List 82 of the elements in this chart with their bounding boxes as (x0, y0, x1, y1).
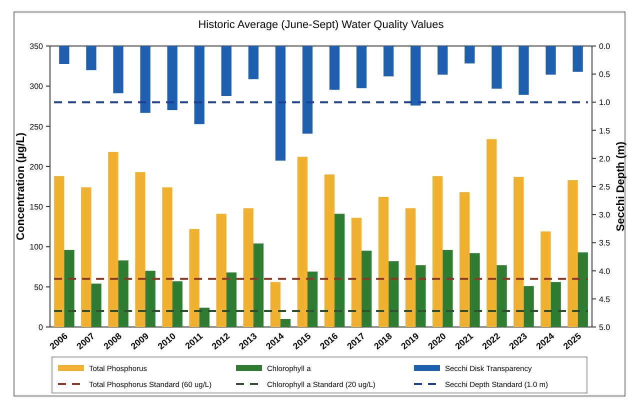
bar (410, 46, 421, 106)
y-axis-title: Concentration (µg/L) (15, 132, 27, 240)
chart-title: Historic Average (June-Sept) Water Quality Values (198, 19, 444, 31)
bar (384, 46, 394, 76)
bar (351, 218, 362, 327)
bar (496, 265, 507, 327)
bar (550, 282, 561, 327)
bar (81, 187, 92, 327)
bar (216, 214, 226, 327)
bar (253, 244, 264, 327)
bar (280, 318, 291, 327)
bar (442, 250, 453, 327)
bar (334, 214, 345, 327)
bar (432, 176, 443, 327)
y2-tick-label: 0.0 (599, 42, 611, 51)
bar (540, 231, 551, 327)
bar (145, 270, 156, 327)
bar (568, 180, 578, 327)
bar (194, 46, 204, 124)
bar (492, 46, 502, 89)
y-tick-label: 350 (30, 42, 44, 51)
bar (438, 46, 448, 75)
y-tick-label: 250 (30, 122, 44, 132)
bar (546, 46, 556, 75)
bar (302, 46, 313, 134)
bar (388, 261, 399, 327)
bar (275, 46, 286, 161)
bar (460, 192, 470, 327)
bar (518, 46, 529, 95)
y-tick-label: 100 (30, 242, 44, 252)
y2-tick-label: 1.5 (599, 126, 611, 136)
bar (329, 46, 340, 90)
bar (199, 308, 210, 327)
bar (86, 46, 96, 70)
y-tick-label: 50 (34, 282, 44, 292)
y2-tick-label: 0.5 (599, 70, 611, 80)
bar (297, 156, 308, 327)
y2-tick-label: 3.5 (599, 238, 611, 248)
bar (91, 284, 102, 327)
bar (524, 286, 534, 327)
bar (243, 208, 254, 327)
bar (270, 282, 280, 327)
bar (113, 46, 124, 94)
bar (416, 265, 426, 327)
bar (54, 176, 64, 327)
bar (172, 281, 182, 327)
bar (362, 250, 372, 327)
bar (59, 46, 70, 64)
bar (464, 46, 475, 64)
bar (167, 46, 178, 110)
bar (248, 46, 258, 80)
y-tick-label: 200 (30, 162, 44, 172)
bar (226, 272, 237, 327)
bar (307, 272, 318, 327)
y2-tick-label: 2.5 (599, 182, 611, 192)
y-tick-label: 150 (30, 202, 44, 212)
bar (324, 174, 335, 327)
y2-tick-label: 2.0 (599, 154, 611, 164)
y-tick-label: 300 (30, 82, 44, 92)
bar (572, 46, 583, 72)
bar (378, 196, 389, 327)
y2-tick-label: 5.0 (599, 323, 611, 332)
bar (108, 152, 118, 327)
y2-tick-label: 3.0 (599, 210, 611, 220)
y2-tick-label: 4.5 (599, 294, 611, 304)
bar (140, 46, 150, 113)
bar (118, 260, 128, 327)
y2-axis-title: Secchi Depth (m) (615, 141, 627, 232)
bar (189, 229, 200, 327)
y2-tick-label: 4.0 (599, 266, 611, 276)
bar (162, 187, 172, 327)
y2-tick-label: 1.0 (599, 98, 611, 108)
bar (405, 208, 416, 327)
bar (470, 253, 480, 327)
bar (64, 250, 74, 327)
y-tick-label: 0 (38, 323, 44, 332)
bar (486, 139, 497, 327)
bar (221, 46, 232, 96)
bar (356, 46, 367, 88)
bar (578, 252, 588, 327)
bar (514, 176, 524, 327)
bar (135, 172, 146, 327)
